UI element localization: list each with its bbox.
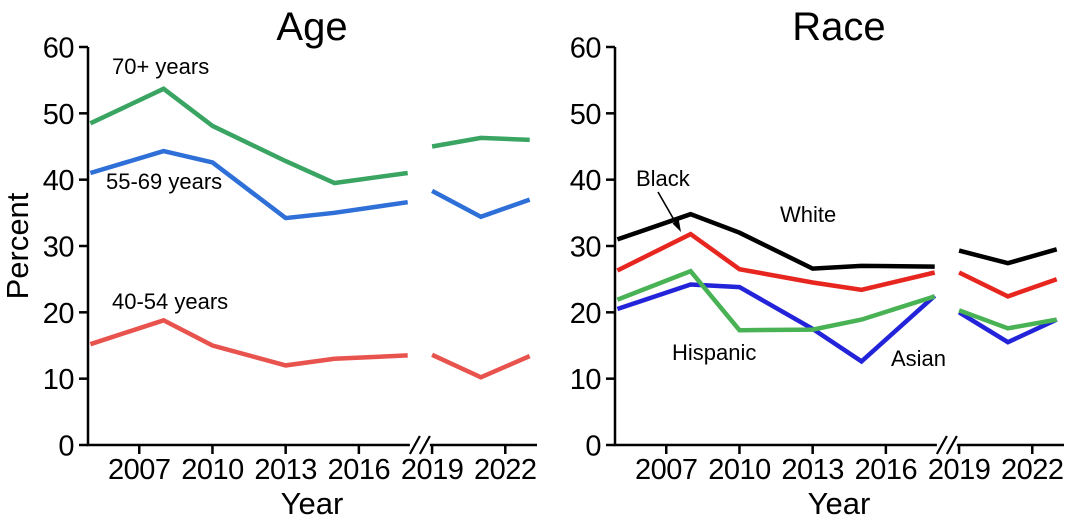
x-tick-label: 2010	[181, 454, 244, 486]
series-label-black: Black	[636, 166, 691, 191]
series-line-age-55-69-post-break	[431, 188, 531, 220]
x-tick-label: 2019	[928, 454, 991, 486]
series-line-race-white-post-break	[958, 247, 1058, 266]
series-label-40-54-years: 40-54 years	[112, 289, 228, 314]
series-line-age-40-54-pre-break	[89, 317, 408, 368]
x-tick-label: 2007	[635, 454, 698, 486]
axis-break-slash	[945, 435, 958, 455]
y-axis-label-percent: Percent	[0, 192, 35, 299]
series-line-race-asian-pre-break	[616, 282, 937, 365]
x-tick-label: 2016	[328, 454, 391, 486]
y-tick-label: 30	[570, 232, 601, 264]
series-label-55-69-years: 55-69 years	[106, 169, 222, 194]
series-line-race-black-post-break	[958, 270, 1058, 299]
series-label-asian: Asian	[891, 346, 946, 371]
y-tick-label: 0	[585, 431, 601, 463]
x-tick-label: 2022	[1001, 454, 1064, 486]
series-line-age-70plus-post-break	[431, 135, 530, 149]
series-label-70plus-years: 70+ years	[112, 54, 209, 79]
axis-break-slash	[408, 435, 421, 455]
panel-title-age: Age	[276, 5, 347, 49]
y-tick-label: 60	[43, 33, 74, 65]
series-line-race-hispanic-pre-break	[616, 268, 936, 333]
x-tick-label: 2013	[254, 454, 317, 486]
x-tick-label: 2007	[108, 454, 171, 486]
y-tick-label: 40	[570, 165, 601, 197]
x-tick-label: 2016	[855, 454, 918, 486]
panel-race: 0 10 20 30 40 50 60 2007 2010 2013 2016 2019 2022	[570, 33, 1064, 487]
x-axis-label-year-right: Year	[808, 486, 871, 521]
x-tick-label: 2019	[401, 454, 464, 486]
series-line-age-40-54-post-break	[431, 352, 531, 380]
series-line-race-asian-post-break	[957, 310, 1058, 345]
panel-age: 0 10 20 30 40 50 60 2007 2010 2013 2016 2019 2022	[43, 33, 537, 487]
y-tick-label: 30	[43, 232, 74, 264]
y-tick-label: 20	[570, 298, 601, 330]
y-tick-label: 50	[570, 99, 601, 131]
series-line-race-black-pre-break	[616, 231, 936, 293]
panel-title-race: Race	[792, 5, 885, 49]
y-tick-label: 10	[570, 364, 601, 396]
y-tick-label: 0	[58, 431, 74, 463]
y-tick-label: 50	[43, 99, 74, 131]
axis-break-slash	[418, 435, 431, 455]
series-label-white: White	[780, 202, 836, 227]
y-tick-label: 40	[43, 165, 74, 197]
series-label-hispanic: Hispanic	[672, 340, 756, 365]
axis-break-slash	[935, 435, 948, 455]
y-tick-label: 20	[43, 298, 74, 330]
x-tick-label: 2013	[781, 454, 844, 486]
series-line-race-white-pre-break	[616, 211, 935, 271]
series-line-race-hispanic-post-break	[958, 308, 1058, 331]
x-tick-label: 2022	[474, 454, 537, 486]
black-label-arrowhead	[672, 219, 681, 232]
y-tick-label: 10	[43, 364, 74, 396]
x-axis-label-year-left: Year	[281, 486, 344, 521]
y-tick-label: 60	[570, 33, 601, 65]
x-tick-label: 2010	[708, 454, 771, 486]
series-line-age-55-69-pre-break	[89, 148, 409, 221]
series-line-age-70plus-pre-break	[89, 86, 409, 186]
black-label-arrow-line	[657, 191, 678, 226]
